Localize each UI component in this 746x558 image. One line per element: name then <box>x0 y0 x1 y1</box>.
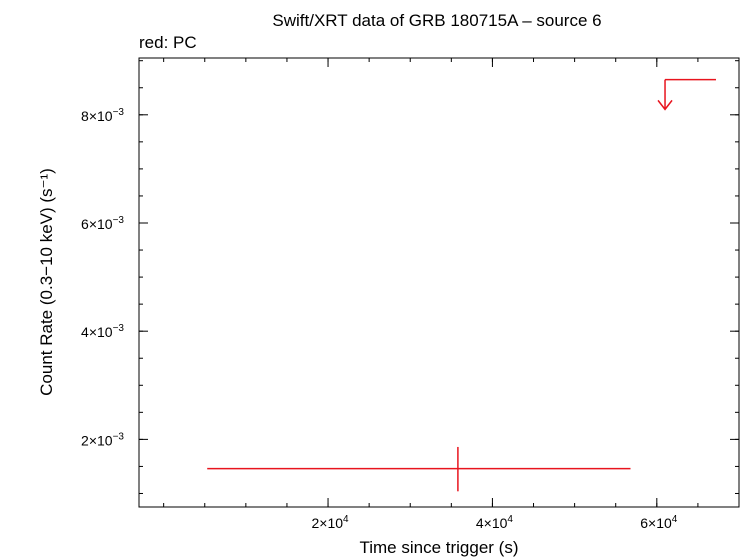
x-tick-label: 2×104 <box>311 514 349 531</box>
y-tick-label: 6×10−3 <box>81 215 124 232</box>
y-tick-label: 4×10−3 <box>81 323 124 340</box>
x-tick-label: 4×104 <box>476 514 514 531</box>
y-axis-label: Count Rate (0.3−10 keV) (s⁻¹) <box>37 168 56 396</box>
chart-subtitle: red: PC <box>139 33 197 52</box>
data-marks <box>207 78 716 492</box>
y-tick-label: 8×10−3 <box>81 107 124 124</box>
plot-frame <box>138 57 740 508</box>
axes: 2×104 4×104 6×104 2×10−3 4×10−3 6×10−3 8×10−3 <box>81 58 740 531</box>
upper-limit-arrow <box>657 99 673 111</box>
y-tick-label: 2×10−3 <box>81 431 124 448</box>
x-tick-label: 6×104 <box>640 514 678 531</box>
x-axis-label: Time since trigger (s) <box>359 538 518 557</box>
chart-title: Swift/XRT data of GRB 180715A – source 6 <box>272 11 601 30</box>
